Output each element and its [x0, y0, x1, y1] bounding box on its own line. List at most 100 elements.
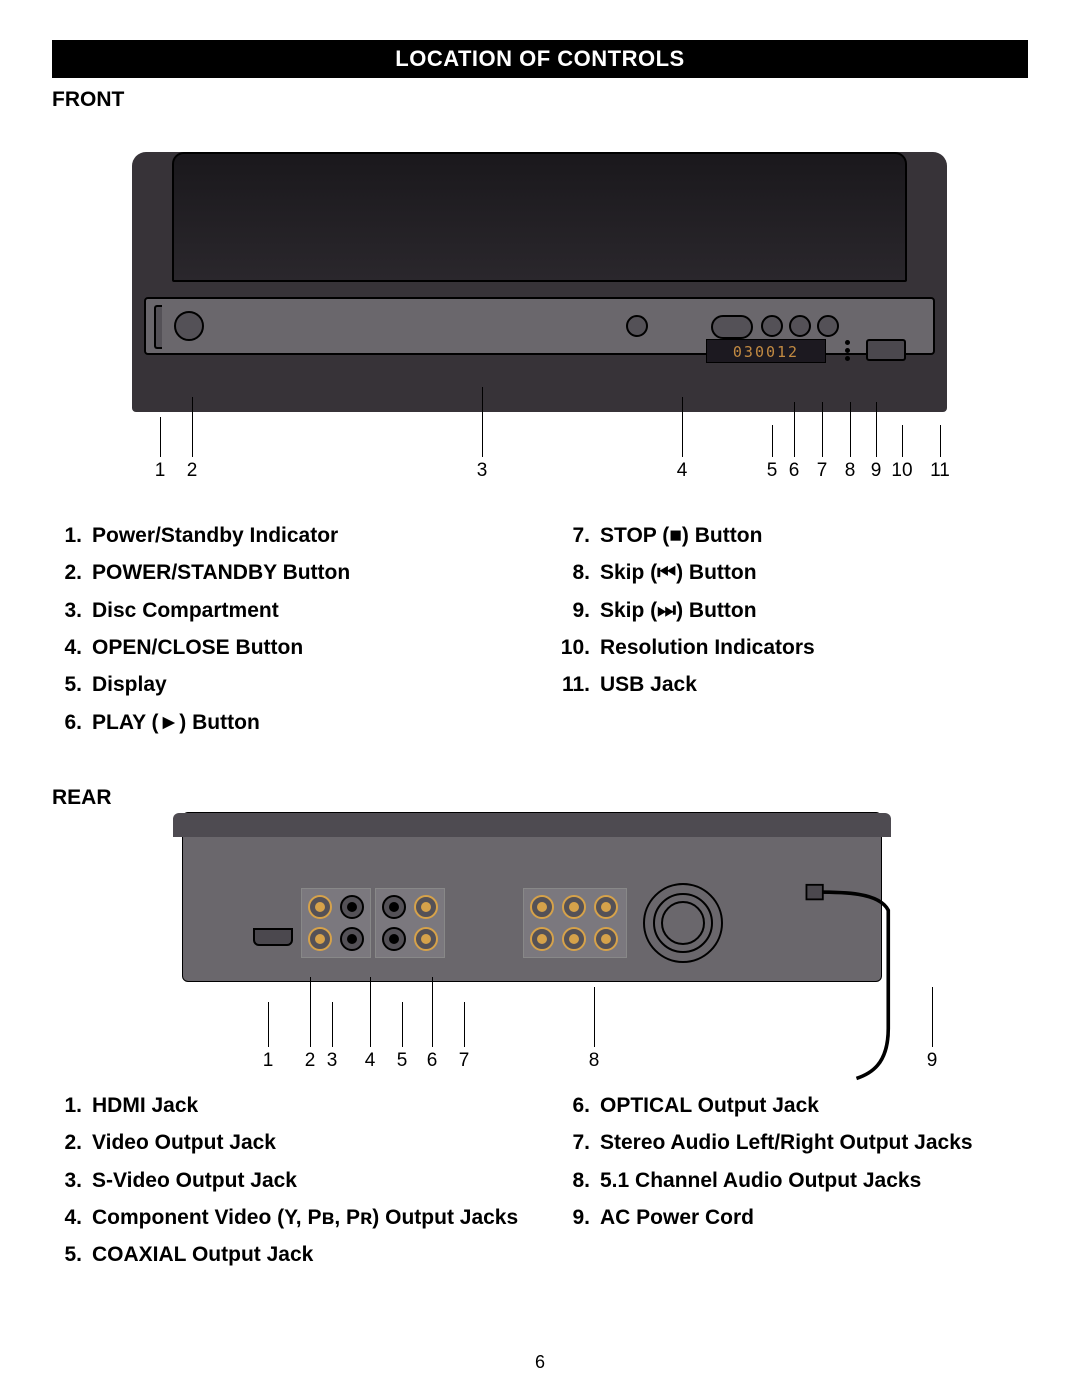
player-lid [172, 152, 907, 282]
callout-number: 11 [930, 460, 950, 482]
coaxial-jack [414, 895, 438, 919]
list-item-number: 6. [52, 709, 92, 737]
callout-line [902, 425, 903, 457]
list-item-text: Stereo Audio Left/Right Output Jacks [600, 1129, 1028, 1157]
callout-number: 2 [305, 1050, 316, 1072]
list-item: 2.POWER/STANDBY Button [52, 559, 520, 587]
list-item-text: Resolution Indicators [600, 634, 1028, 662]
video-output-jack [308, 895, 332, 919]
list-item-number: 2. [52, 1129, 92, 1157]
list-item: 9.AC Power Cord [560, 1204, 1028, 1232]
power-standby-button [174, 311, 204, 341]
list-item: 4.Component Video (Y, Pʙ, Pʀ) Output Jac… [52, 1204, 520, 1232]
list-item: 1.HDMI Jack [52, 1092, 520, 1120]
list-item-number: 8. [560, 1167, 600, 1195]
display-panel: 030012 [706, 339, 826, 363]
callout-line [932, 987, 933, 1047]
list-item-number: 8. [560, 559, 600, 587]
list-item-text: Video Output Jack [92, 1129, 520, 1157]
list-item-number: 4. [52, 634, 92, 662]
callout-number: 7 [459, 1050, 470, 1072]
callout-number: 8 [589, 1050, 600, 1072]
callout-number: 5 [397, 1050, 408, 1072]
list-item: 3.Disc Compartment [52, 597, 520, 625]
callout-number: 10 [891, 460, 912, 482]
list-item-number: 9. [560, 597, 600, 625]
list-item-text: Disc Compartment [92, 597, 520, 625]
resolution-indicators [836, 337, 858, 365]
list-item-text: USB Jack [600, 671, 1028, 699]
list-item-text: Skip (⏮) Button [600, 559, 1028, 587]
rear-list-left: 1.HDMI Jack 2.Video Output Jack 3.S-Video … [52, 1092, 520, 1279]
list-item-text: Display [92, 671, 520, 699]
list-item-number: 7. [560, 522, 600, 550]
callout-number: 3 [327, 1050, 338, 1072]
list-item-number: 3. [52, 597, 92, 625]
callout-line [332, 1002, 333, 1047]
list-item: 9.Skip (⏭) Button [560, 597, 1028, 625]
callout-line [370, 977, 371, 1047]
list-item: 8.Skip (⏮) Button [560, 559, 1028, 587]
list-item: 7.STOP (■) Button [560, 522, 1028, 550]
component-y-jack [308, 927, 332, 951]
callout-number: 9 [871, 460, 882, 482]
list-item: 7.Stereo Audio Left/Right Output Jacks [560, 1129, 1028, 1157]
front-list: 1.Power/Standby Indicator 2.POWER/STANDBY… [52, 522, 1028, 746]
callout-line [594, 987, 595, 1047]
list-item-text: PLAY (►) Button [92, 709, 520, 737]
callout-number: 1 [263, 1050, 274, 1072]
callout-number: 4 [365, 1050, 376, 1072]
callout-line [772, 425, 773, 457]
list-item: 2.Video Output Jack [52, 1129, 520, 1157]
front-list-right: 7.STOP (■) Button8.Skip (⏮) Button9.Skip… [560, 522, 1028, 746]
callout-number: 1 [155, 460, 166, 482]
callout-line [402, 1002, 403, 1047]
list-item-text: Power/Standby Indicator [92, 522, 520, 550]
component-pb-jack [340, 927, 364, 951]
front-diagram: 030012 1234567891011 [52, 152, 1028, 482]
svideo-output-jack [340, 895, 364, 919]
list-item-text: AC Power Cord [600, 1204, 1028, 1232]
callout-line [192, 397, 193, 457]
callout-line [940, 425, 941, 457]
ch51-jack-4 [530, 927, 554, 951]
callout-line [682, 397, 683, 457]
list-item: 4.OPEN/CLOSE Button [52, 634, 520, 662]
callout-line [876, 402, 877, 457]
list-item: 8.5.1 Channel Audio Output Jacks [560, 1167, 1028, 1195]
usb-jack [866, 339, 906, 361]
callout-number: 6 [427, 1050, 438, 1072]
ch51-jack-6 [594, 927, 618, 951]
page-number: 6 [0, 1352, 1080, 1373]
rear-top-edge [173, 813, 891, 837]
list-item: 5.COAXIAL Output Jack [52, 1241, 520, 1269]
stop-button [761, 315, 783, 337]
open-close-button [626, 315, 648, 337]
play-button [711, 315, 753, 339]
list-item-number: 1. [52, 522, 92, 550]
audio-jack-group [375, 888, 445, 958]
front-callouts: 1234567891011 [52, 422, 1028, 482]
callout-line [160, 417, 161, 457]
rear-list: 1.HDMI Jack 2.Video Output Jack 3.S-Video … [52, 1092, 1028, 1279]
list-item: 3.S-Video Output Jack [52, 1167, 520, 1195]
callout-line [464, 1002, 465, 1047]
list-item: 10.Resolution Indicators [560, 634, 1028, 662]
callout-number: 6 [789, 460, 800, 482]
list-item-text: Skip (⏭) Button [600, 597, 1028, 625]
callout-line [310, 977, 311, 1047]
ch51-jack-3 [594, 895, 618, 919]
list-item-text: OPTICAL Output Jack [600, 1092, 1028, 1120]
list-item: 5.Display [52, 671, 520, 699]
callout-line [268, 1002, 269, 1047]
list-item: 11.USB Jack [560, 671, 1028, 699]
callout-number: 3 [477, 460, 488, 482]
callout-number: 5 [767, 460, 778, 482]
surround-jack-group [523, 888, 627, 958]
ch51-jack-1 [530, 895, 554, 919]
callout-number: 7 [817, 460, 828, 482]
fan-grille [643, 883, 723, 963]
list-item: 1.Power/Standby Indicator [52, 522, 520, 550]
callout-line [822, 402, 823, 457]
list-item: 6.PLAY (►) Button [52, 709, 520, 737]
